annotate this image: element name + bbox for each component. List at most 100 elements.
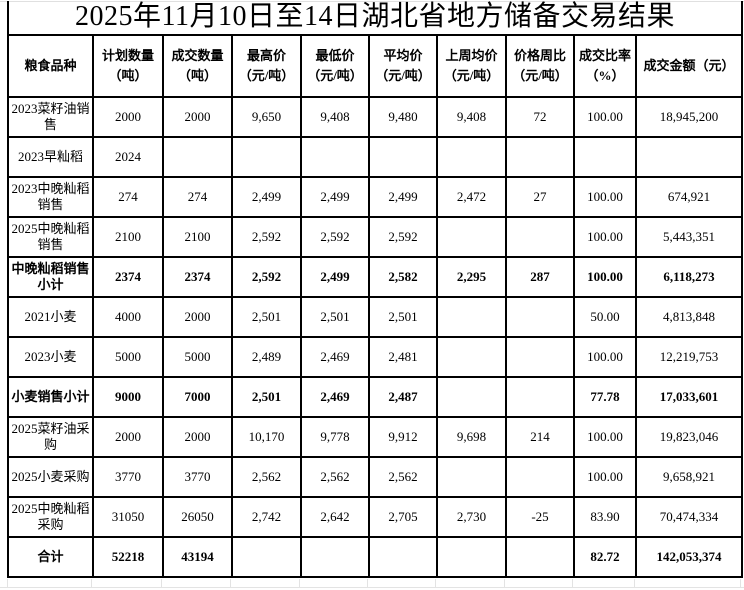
value-cell xyxy=(436,376,507,418)
grain-type-cell: 小麦销售小计 xyxy=(7,376,94,418)
value-cell: 2000 xyxy=(92,416,164,458)
value-cell: 7000 xyxy=(162,376,233,418)
value-cell: 12,219,753 xyxy=(635,336,743,378)
table-row-6: 2023小麦 5000 5000 2,489 2,469 2,481 100.00 12,21… xyxy=(7,336,743,378)
grid-line xyxy=(368,579,436,587)
grid-line xyxy=(505,579,573,587)
grain-type-cell: 2023中晚籼稻销售 xyxy=(7,176,94,218)
value-cell: 27 xyxy=(505,176,575,218)
value-cell: 2,499 xyxy=(300,176,370,218)
grid-line-bottom xyxy=(0,587,744,588)
value-cell xyxy=(231,136,302,178)
value-cell xyxy=(436,296,507,338)
table-row-11: 合计 52218 43194 82.72 142,053,374 xyxy=(7,536,743,578)
value-cell: 2100 xyxy=(92,216,164,258)
grain-type-cell: 2023早籼稻 xyxy=(7,136,94,178)
value-cell: 2,582 xyxy=(368,256,438,298)
value-cell: 43194 xyxy=(162,536,233,578)
value-cell: 274 xyxy=(162,176,233,218)
column-header-2: 成交数量 （吨） xyxy=(162,34,233,98)
value-cell: 2000 xyxy=(162,96,233,138)
value-cell: 50.00 xyxy=(573,296,637,338)
value-cell xyxy=(368,536,438,578)
grain-type-cell: 2021小麦 xyxy=(7,296,94,338)
value-cell: 82.72 xyxy=(573,536,637,578)
grid-strip-below xyxy=(7,579,743,590)
value-cell: 2,481 xyxy=(368,336,438,378)
value-cell: 2,499 xyxy=(300,256,370,298)
value-cell: 9,698 xyxy=(436,416,507,458)
value-cell: 9,650 xyxy=(231,96,302,138)
value-cell xyxy=(436,536,507,578)
value-cell: 2,642 xyxy=(300,496,370,538)
table-row-0: 2023菜籽油销售 2000 2000 9,650 9,408 9,480 9,408 72 1… xyxy=(7,96,743,138)
value-cell: 100.00 xyxy=(573,176,637,218)
value-cell: 3770 xyxy=(92,456,164,498)
grid-line xyxy=(573,579,635,587)
value-cell xyxy=(505,336,575,378)
value-cell xyxy=(231,536,302,578)
value-cell: 2000 xyxy=(162,296,233,338)
value-cell: 100.00 xyxy=(573,256,637,298)
header-row: 粮食品种 计划数量 （吨） 成交数量 （吨） 最高价 （元/吨） 最低价 （元/吨） 平均… xyxy=(7,34,743,98)
value-cell: 2,472 xyxy=(436,176,507,218)
value-cell xyxy=(505,216,575,258)
value-cell: 2000 xyxy=(92,96,164,138)
column-header-9: 成交金额（元） xyxy=(635,34,743,98)
value-cell: 2,592 xyxy=(300,216,370,258)
table-row-9: 2025小麦采购 3770 3770 2,562 2,562 2,562 100.00 9,6… xyxy=(7,456,743,498)
value-cell: 2,592 xyxy=(231,216,302,258)
value-cell: 2,501 xyxy=(300,296,370,338)
column-header-5: 平均价 （元/吨） xyxy=(368,34,438,98)
value-cell: 4000 xyxy=(92,296,164,338)
value-cell: 72 xyxy=(505,96,575,138)
value-cell: 19,823,046 xyxy=(635,416,743,458)
value-cell xyxy=(505,136,575,178)
table-row-4: 中晚籼稻销售小计 2374 2374 2,592 2,499 2,582 2,295 287 1… xyxy=(7,256,743,298)
value-cell: 4,813,848 xyxy=(635,296,743,338)
column-header-1: 计划数量 （吨） xyxy=(92,34,164,98)
grid-line xyxy=(231,579,300,587)
column-header-0: 粮食品种 xyxy=(7,34,94,98)
grid-line xyxy=(300,579,368,587)
value-cell xyxy=(505,536,575,578)
value-cell: 9,912 xyxy=(368,416,438,458)
value-cell: 6,118,273 xyxy=(635,256,743,298)
value-cell: 2,730 xyxy=(436,496,507,538)
value-cell: 52218 xyxy=(92,536,164,578)
value-cell: 287 xyxy=(505,256,575,298)
value-cell xyxy=(436,216,507,258)
value-cell xyxy=(300,536,370,578)
table-row-7: 小麦销售小计 9000 7000 2,501 2,469 2,487 77.78 17,033… xyxy=(7,376,743,418)
value-cell: 2,592 xyxy=(231,256,302,298)
value-cell: 2,469 xyxy=(300,376,370,418)
value-cell: 100.00 xyxy=(573,456,637,498)
value-cell: 100.00 xyxy=(573,216,637,258)
table-row-8: 2025菜籽油采购 2000 2000 10,170 9,778 9,912 9,698 21… xyxy=(7,416,743,458)
value-cell xyxy=(505,456,575,498)
value-cell xyxy=(368,136,438,178)
value-cell: 2,499 xyxy=(368,176,438,218)
value-cell: 9,778 xyxy=(300,416,370,458)
column-header-3: 最高价 （元/吨） xyxy=(231,34,302,98)
table-row-2: 2023中晚籼稻销售 274 274 2,499 2,499 2,499 2,472 27 10… xyxy=(7,176,743,218)
table-row-1: 2023早籼稻 2024 xyxy=(7,136,743,178)
value-cell: 9,658,921 xyxy=(635,456,743,498)
value-cell: 3770 xyxy=(162,456,233,498)
table-row-3: 2025中晚籼稻销售 2100 2100 2,592 2,592 2,592 100.00 5… xyxy=(7,216,743,258)
value-cell: 2,499 xyxy=(231,176,302,218)
value-cell: 2024 xyxy=(92,136,164,178)
value-cell: 83.90 xyxy=(573,496,637,538)
value-cell: 2374 xyxy=(162,256,233,298)
grain-type-cell: 2025中晚籼稻采购 xyxy=(7,496,94,538)
value-cell: 2100 xyxy=(162,216,233,258)
value-cell: 214 xyxy=(505,416,575,458)
value-cell: 2,562 xyxy=(231,456,302,498)
column-header-8: 成交比率 （%） xyxy=(573,34,637,98)
column-header-7: 价格周比 （元/吨） xyxy=(505,34,575,98)
value-cell xyxy=(436,336,507,378)
trade-results-table: 粮食品种 计划数量 （吨） 成交数量 （吨） 最高价 （元/吨） 最低价 （元/吨） 平均… xyxy=(7,34,743,578)
value-cell: 70,474,334 xyxy=(635,496,743,538)
grain-type-cell: 合计 xyxy=(7,536,94,578)
